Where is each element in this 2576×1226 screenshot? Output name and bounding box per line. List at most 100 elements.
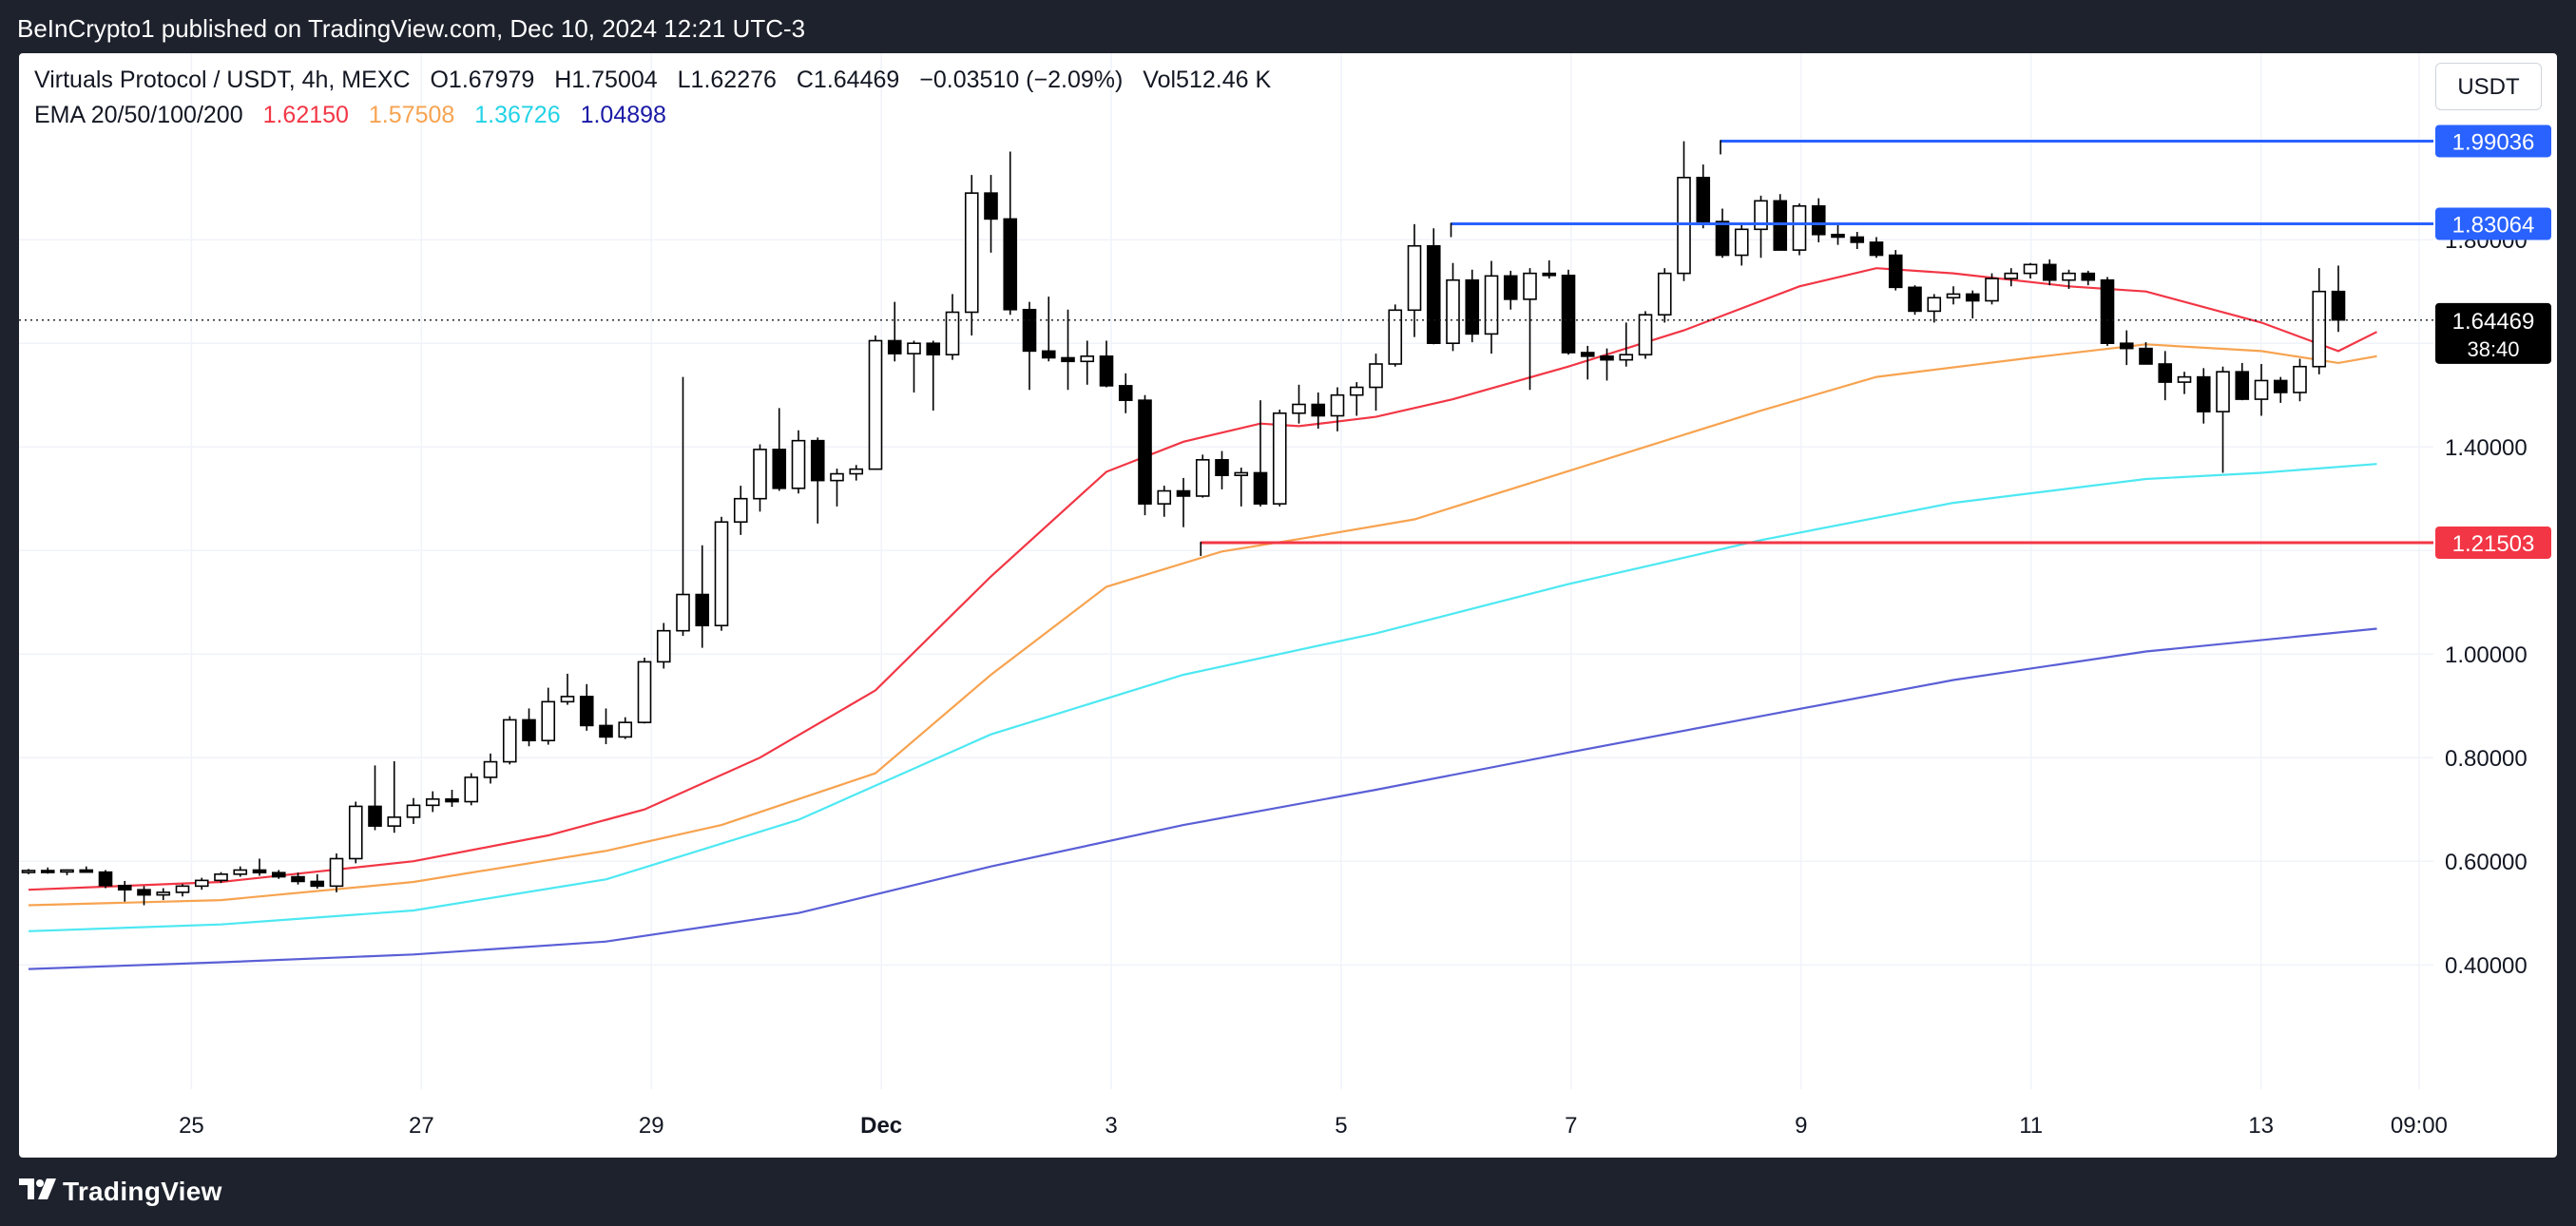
candle	[1619, 322, 1634, 367]
candle-body-up	[60, 869, 74, 873]
candle	[753, 444, 767, 512]
candle-body-down	[1253, 471, 1268, 505]
candle-body-up	[714, 521, 729, 627]
candle-body-up	[791, 439, 806, 489]
currency-button[interactable]: USDT	[2435, 63, 2542, 110]
candle-body-up	[348, 805, 363, 860]
candle	[1022, 301, 1037, 391]
candle-body-up	[1272, 412, 1287, 505]
candle	[1754, 195, 1768, 259]
candle	[2023, 262, 2038, 279]
price-chart[interactable]: 0.400000.600000.800001.000001.200001.400…	[19, 53, 2557, 1158]
candle	[2119, 330, 2134, 366]
candle	[1869, 237, 1884, 259]
candle-body-down	[1099, 355, 1114, 387]
current-price-badge	[2435, 302, 2551, 364]
candle	[2042, 259, 2057, 286]
candle-body-down	[1041, 350, 1056, 359]
candle-body-down	[2119, 342, 2134, 350]
candle	[2081, 270, 2096, 286]
candle-body-up	[733, 497, 748, 524]
candle	[656, 623, 671, 669]
candle-body-up	[425, 797, 440, 807]
x-axis-tick-label: 5	[1335, 1113, 1347, 1139]
candle-body-up	[1523, 272, 1537, 300]
candle	[2273, 376, 2288, 403]
candle	[2254, 364, 2269, 416]
candle-body-up	[676, 593, 690, 632]
x-axis-tick-label: 25	[179, 1113, 204, 1139]
candle-body-down	[1118, 385, 1133, 401]
candle	[541, 687, 556, 745]
candle-body-up	[1195, 459, 1210, 497]
candle	[1561, 269, 1576, 355]
candle	[464, 773, 479, 806]
ema-line-ema100	[28, 463, 2377, 932]
footer: TradingView	[0, 1158, 2576, 1226]
candle-body-up	[964, 192, 979, 314]
tradingview-logo-icon[interactable]	[19, 1178, 57, 1205]
candle-body-down	[2235, 371, 2250, 400]
candle-body-down	[117, 885, 132, 891]
candle-body-down	[810, 439, 825, 482]
candle-body-down	[1715, 220, 1730, 257]
candle	[1773, 194, 1788, 251]
candle-body-up	[1234, 471, 1249, 476]
candle	[1600, 348, 1614, 381]
candle	[1927, 294, 1942, 323]
ema100-value: 1.36726	[474, 102, 561, 128]
candle	[137, 886, 151, 906]
candle-body-down	[1600, 355, 1614, 361]
candle	[1176, 477, 1191, 527]
candle	[40, 867, 55, 874]
candle-body-up	[329, 857, 344, 888]
candle-body-down	[1061, 356, 1075, 363]
candle	[1831, 223, 1845, 245]
candle-body-up	[1754, 200, 1768, 231]
candle-body-down	[1561, 275, 1576, 354]
candle	[676, 376, 690, 637]
candle	[1272, 409, 1287, 507]
candle-body-down	[252, 869, 267, 873]
publish-info-text: BeInCrypto1 published on TradingView.com…	[17, 14, 806, 43]
candle-body-up	[156, 891, 171, 896]
candle	[1118, 373, 1133, 413]
candle	[406, 797, 421, 824]
candle-body-down	[1003, 218, 1018, 311]
candle-body-down	[137, 889, 151, 896]
candle-body-down	[1022, 308, 1037, 353]
price-level-label: 1.99036	[2452, 129, 2535, 155]
candle-body-down	[1831, 233, 1845, 239]
candle	[887, 301, 902, 362]
candle	[1792, 203, 1807, 256]
candle	[1542, 260, 1557, 279]
candle-body-up	[1946, 293, 1961, 299]
candle-body-down	[40, 870, 55, 873]
candle-body-up	[2293, 365, 2307, 393]
candle-body-down	[2273, 379, 2288, 393]
candle-body-down	[1176, 489, 1191, 497]
candle-body-down	[579, 696, 594, 727]
x-axis-tick-label: 3	[1105, 1113, 1117, 1139]
ema-indicator-label[interactable]: EMA 20/50/100/200	[34, 102, 243, 128]
candle-body-up	[1080, 355, 1095, 363]
candle-body-up	[945, 311, 960, 355]
candle-body-up	[637, 661, 652, 723]
candle-body-up	[406, 804, 421, 818]
price-level-label: 1.21503	[2452, 531, 2535, 557]
candle-body-up	[1985, 278, 1999, 302]
symbol-title[interactable]: Virtuals Protocol / USDT, 4h, MEXC	[34, 67, 411, 93]
candle-body-down	[772, 449, 787, 489]
ema20-value: 1.62150	[262, 102, 349, 128]
candle	[1138, 394, 1152, 516]
candle-body-up	[2254, 379, 2269, 400]
candle-body-down	[2042, 263, 2057, 281]
candle-body-up	[1292, 403, 1306, 414]
candle	[1811, 198, 1826, 242]
candle	[1041, 297, 1056, 362]
candle-body-up	[849, 468, 864, 475]
chart-panel[interactable]: 0.400000.600000.800001.000001.200001.400…	[19, 53, 2557, 1158]
candle-body-down	[599, 724, 613, 738]
tradingview-brand[interactable]: TradingView	[63, 1177, 222, 1206]
candle-body-up	[1157, 489, 1172, 505]
